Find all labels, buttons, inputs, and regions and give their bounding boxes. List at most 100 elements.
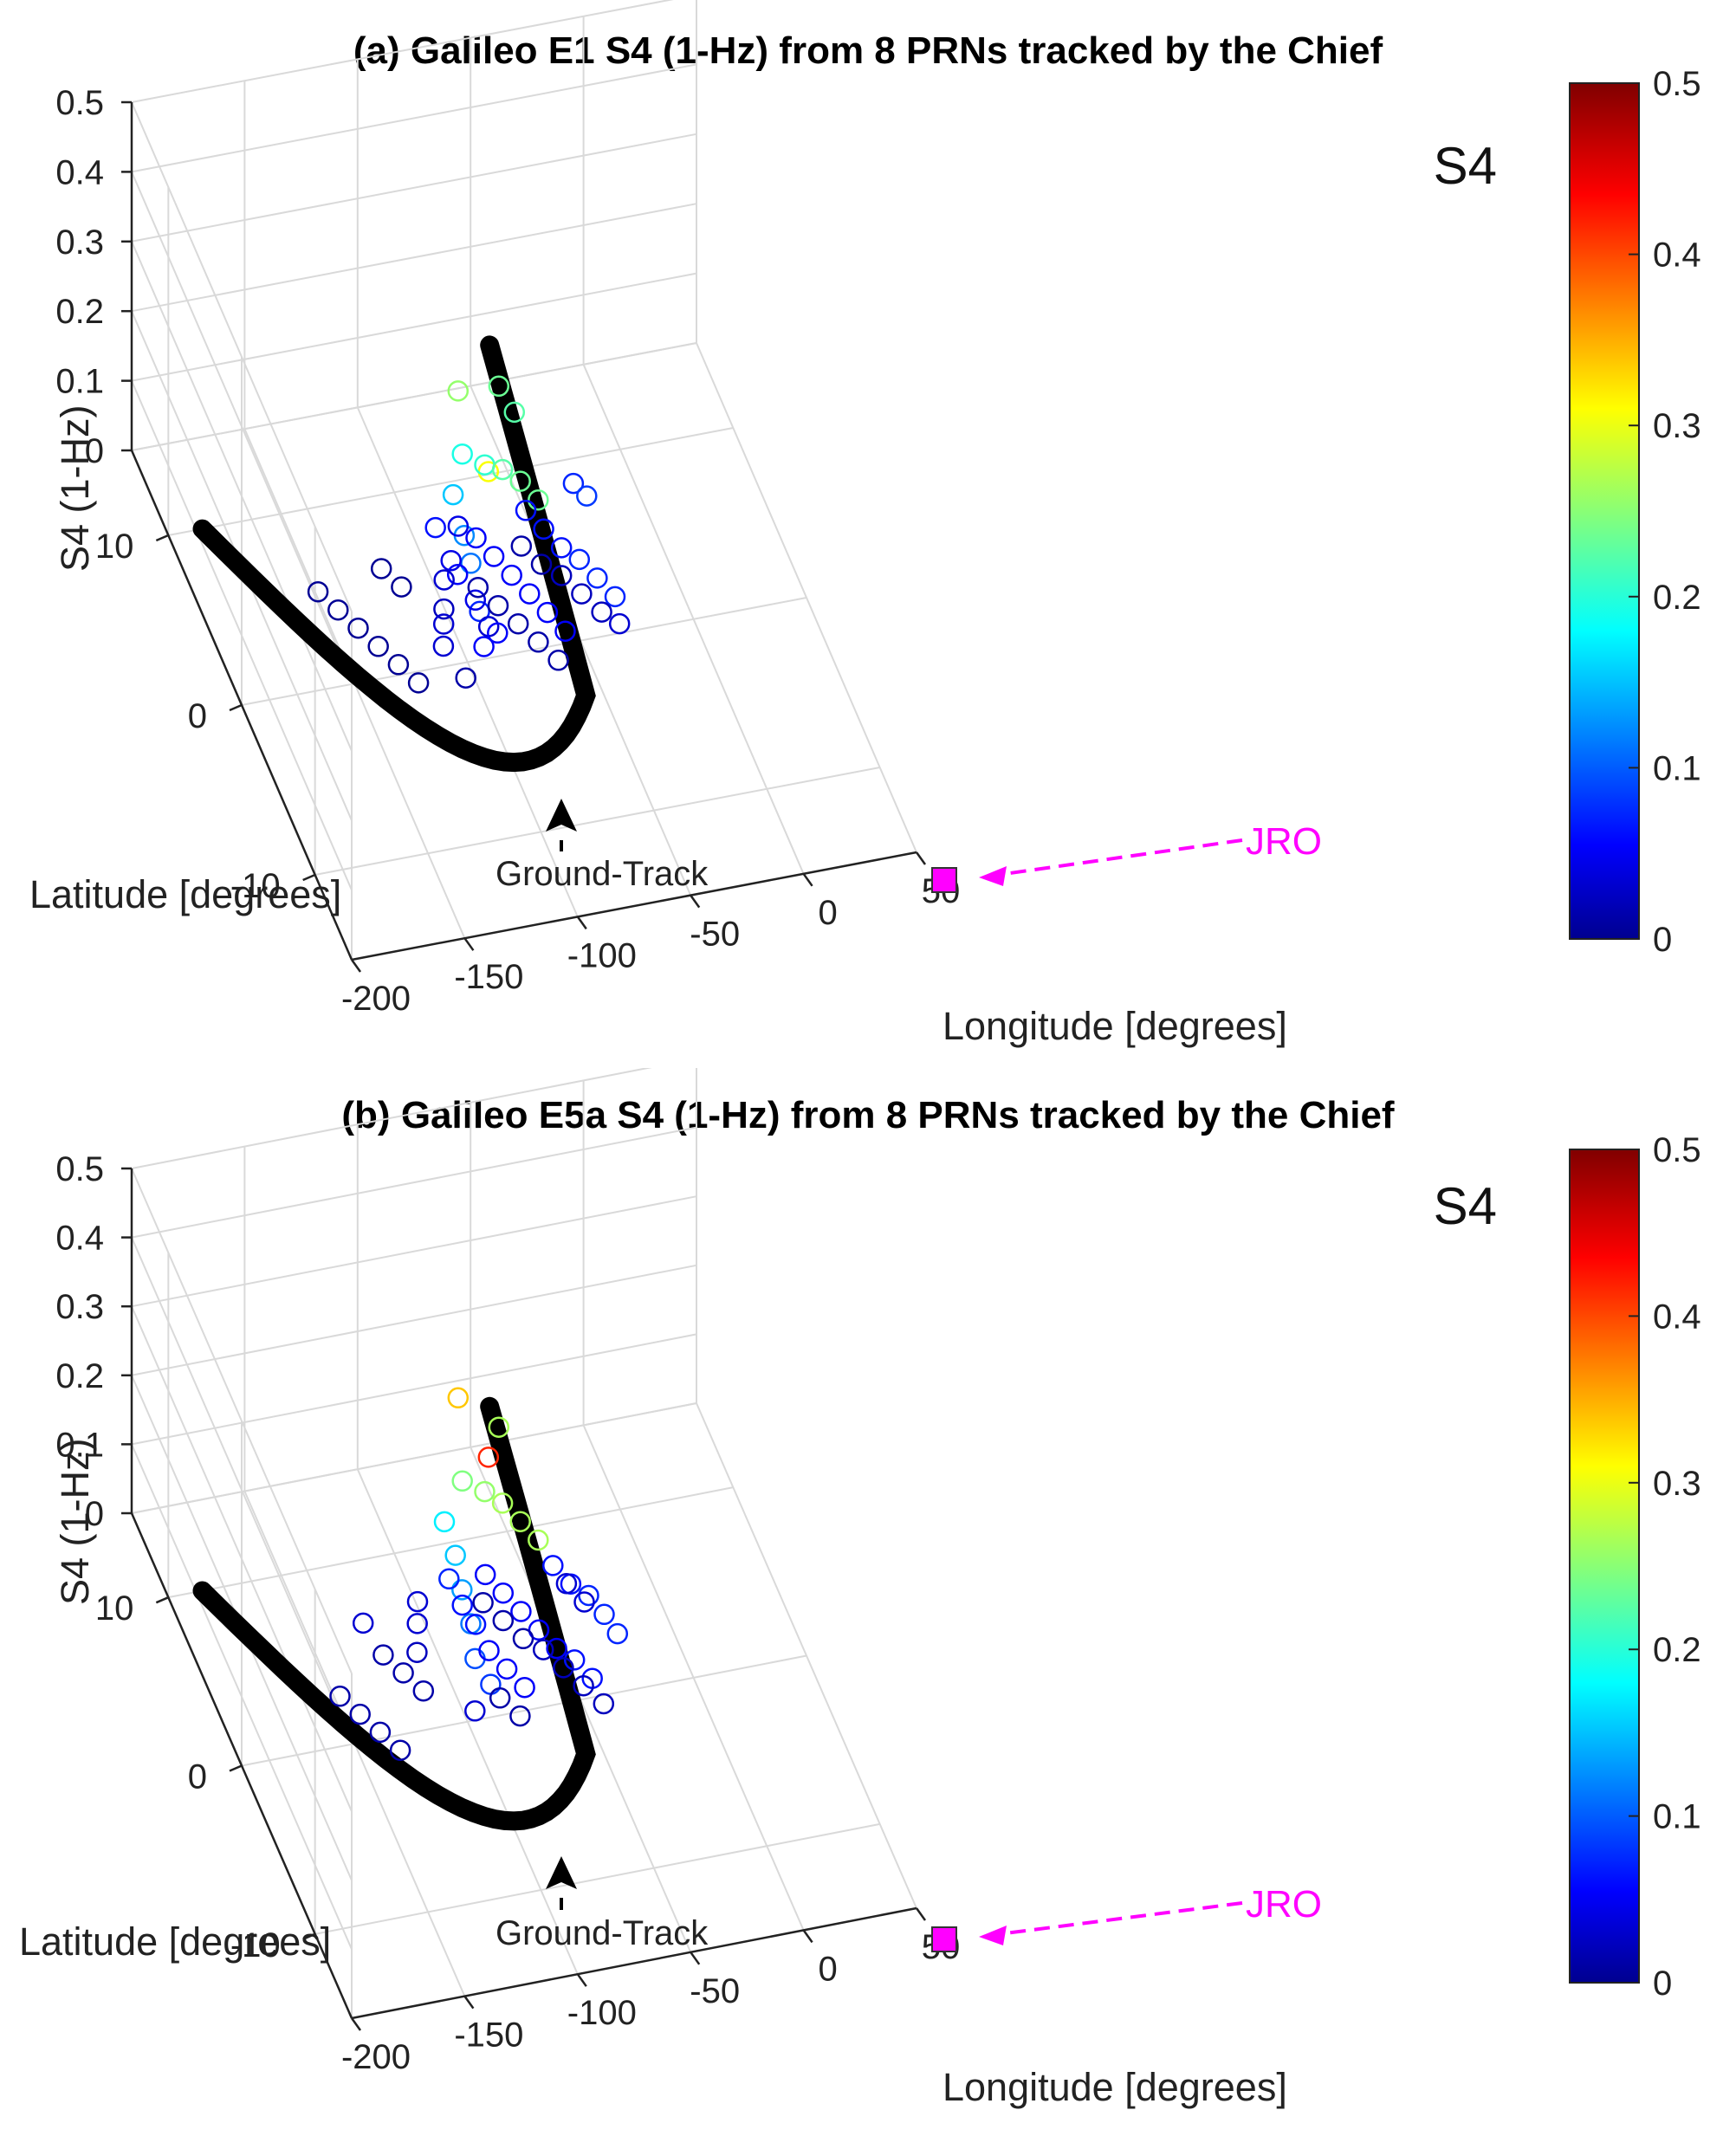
data-point <box>433 598 455 620</box>
grid-line <box>241 597 807 706</box>
axes-lines <box>121 1167 927 2031</box>
data-point <box>563 1649 586 1671</box>
data-point <box>536 601 559 624</box>
data-point <box>593 1603 615 1626</box>
data-point <box>442 483 464 506</box>
data-point <box>555 1572 578 1595</box>
data-point <box>464 1700 486 1722</box>
data-point <box>510 1601 532 1622</box>
y-axis-label: Latitude [degrees] <box>19 1919 331 1964</box>
data-point <box>467 576 489 599</box>
z-axis-label: S4 (1-Hz) <box>53 405 97 572</box>
z-axis-label: S4 (1-Hz) <box>53 1438 97 1605</box>
data-point <box>460 553 482 574</box>
colorbar-ticks: 0 0.1 0.2 0.3 0.4 0.5 <box>1629 1131 1701 2003</box>
y-tick <box>155 1596 169 1604</box>
data-point <box>488 375 510 398</box>
x-tick <box>350 2017 362 2031</box>
z-tick-label: 0.1 <box>55 1426 104 1464</box>
data-point <box>586 567 608 589</box>
x-tick-label: -150 <box>454 2016 523 2055</box>
s4-label: S4 <box>1434 137 1497 195</box>
jro-arrowhead <box>979 866 1007 886</box>
data-point <box>509 470 531 492</box>
data-point <box>347 617 369 639</box>
data-point <box>528 489 549 511</box>
data-point <box>532 1639 554 1660</box>
data-point <box>489 1687 511 1709</box>
data-point <box>483 546 505 567</box>
data-point <box>472 1592 494 1614</box>
y-tick-label: 10 <box>95 528 134 566</box>
x-tick <box>690 1952 701 1965</box>
z-tick-label: 0 <box>85 432 104 470</box>
data-point <box>327 599 349 621</box>
data-point <box>440 549 462 572</box>
x-tick-label: -50 <box>690 916 740 954</box>
data-point <box>547 650 569 671</box>
y-tick-label: 0 <box>188 1758 207 1796</box>
grid-line <box>130 1195 697 1812</box>
data-point <box>391 576 412 598</box>
data-point <box>474 1563 496 1586</box>
data-point <box>406 1590 429 1613</box>
z-tick-label: 0 <box>85 1495 104 1533</box>
y-tick-label: 10 <box>95 1589 134 1628</box>
z-tick-label: 0.3 <box>55 223 104 262</box>
data-point <box>591 601 612 623</box>
data-point <box>406 1613 428 1634</box>
y-axis-label: Latitude [degrees] <box>29 872 341 916</box>
data-point <box>329 1686 351 1707</box>
data-point <box>546 1637 567 1660</box>
data-point <box>406 1641 428 1663</box>
y-tick-label: -10 <box>230 1926 281 1964</box>
data-point <box>573 1674 594 1697</box>
grid-line <box>168 427 734 536</box>
jro-label: JRO <box>1246 1883 1322 1926</box>
data-point <box>455 667 476 689</box>
data-point <box>571 583 593 605</box>
data-point <box>465 527 487 549</box>
z-tick-label: 0.1 <box>55 363 104 401</box>
data-point <box>501 564 522 586</box>
s4-label: S4 <box>1434 1177 1497 1235</box>
jro-arrow-line <box>991 1901 1243 1937</box>
z-tick-label: 0.4 <box>55 153 104 191</box>
colorbar-tick-label: 0.5 <box>1653 65 1701 103</box>
data-point <box>451 1579 473 1601</box>
x-tick <box>350 959 362 973</box>
data-point <box>451 1470 473 1492</box>
colorbar-tick-label: 0 <box>1653 1964 1672 2003</box>
jro-marker <box>931 867 957 893</box>
y-tick-label: 0 <box>188 697 207 735</box>
data-point <box>464 1647 486 1670</box>
data-point <box>519 583 541 605</box>
data-point <box>370 558 392 579</box>
x-axis-line <box>351 1906 917 2020</box>
x-tick-label: -150 <box>454 958 523 996</box>
data-point <box>474 1480 496 1503</box>
data-point <box>593 1693 615 1715</box>
colorbar-tick-label: 0.3 <box>1653 1465 1701 1503</box>
ground-track-label: Ground-Track <box>496 855 709 893</box>
x-tick <box>690 894 701 909</box>
colorbar-tick-label: 0.3 <box>1653 407 1701 445</box>
grid-line <box>241 1654 807 1767</box>
x-tick <box>463 937 475 951</box>
z-tick-label: 0.5 <box>55 1150 104 1188</box>
data-point <box>568 548 591 571</box>
z-tick-label: 0.2 <box>55 1357 104 1395</box>
data-point <box>512 1628 534 1650</box>
ground-track-label: Ground-Track <box>496 1914 709 1952</box>
data-point <box>352 1612 374 1634</box>
x-tick-label: -200 <box>341 2038 411 2076</box>
grid-line <box>130 0 674 612</box>
data-point <box>432 613 455 635</box>
data-point <box>492 1609 515 1632</box>
data-point <box>349 1703 371 1725</box>
colorbar-ticks: 0 0.1 0.2 0.3 0.4 0.5 <box>1629 65 1701 959</box>
data-point <box>528 1529 549 1551</box>
x-tick <box>576 1973 587 1987</box>
